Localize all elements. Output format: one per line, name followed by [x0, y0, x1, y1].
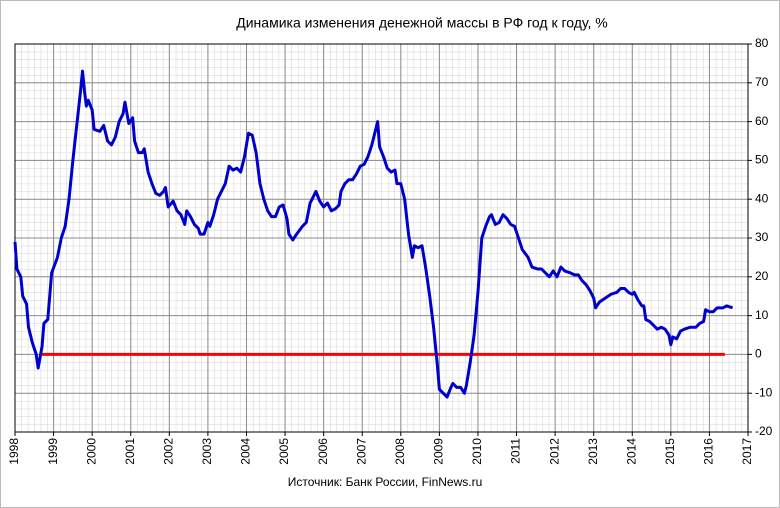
- x-tick-label: 2004: [239, 438, 253, 465]
- x-tick-label: 2013: [586, 438, 600, 465]
- y-tick-label: 10: [755, 308, 769, 322]
- x-tick-label: 2011: [509, 438, 523, 464]
- x-tick-label: 1998: [7, 438, 21, 465]
- x-tick-label: 2015: [663, 438, 677, 465]
- y-tick-label: 70: [755, 75, 769, 89]
- x-tick-label: 2010: [470, 438, 484, 465]
- source-note: Источник: Банк России, FinNews.ru: [288, 475, 483, 489]
- y-tick-label: 60: [755, 114, 769, 128]
- y-tick-label: 40: [755, 191, 769, 205]
- x-tick-label: 1999: [46, 438, 60, 465]
- x-tick-label: 2017: [740, 438, 754, 465]
- plot-border: [14, 43, 749, 433]
- y-tick-label: 0: [755, 347, 762, 361]
- x-tick-label: 2001: [123, 438, 137, 465]
- x-tick-label: 2007: [354, 438, 368, 465]
- y-tick-label: 30: [755, 230, 769, 244]
- x-tick-label: 2008: [393, 438, 407, 465]
- y-tick-label: 20: [755, 269, 769, 283]
- y-tick-label: 50: [755, 153, 769, 167]
- x-tick-label: 2003: [200, 438, 214, 465]
- chart-title: Динамика изменения денежной массы в РФ г…: [236, 15, 608, 31]
- y-tick-label: 80: [755, 36, 769, 50]
- y-tick-label: -20: [755, 424, 773, 438]
- x-tick-label: 2005: [277, 438, 291, 465]
- y-tick-label: -10: [755, 385, 773, 399]
- x-tick-label: 2006: [316, 438, 330, 465]
- x-tick-label: 2009: [432, 438, 446, 465]
- data-line: [13, 69, 734, 399]
- x-tick-label: 2016: [702, 438, 716, 465]
- x-tick-label: 2014: [624, 438, 638, 465]
- x-tick-label: 2012: [547, 438, 561, 465]
- x-tick-label: 2000: [84, 438, 98, 465]
- x-tick-label: 2002: [161, 438, 175, 465]
